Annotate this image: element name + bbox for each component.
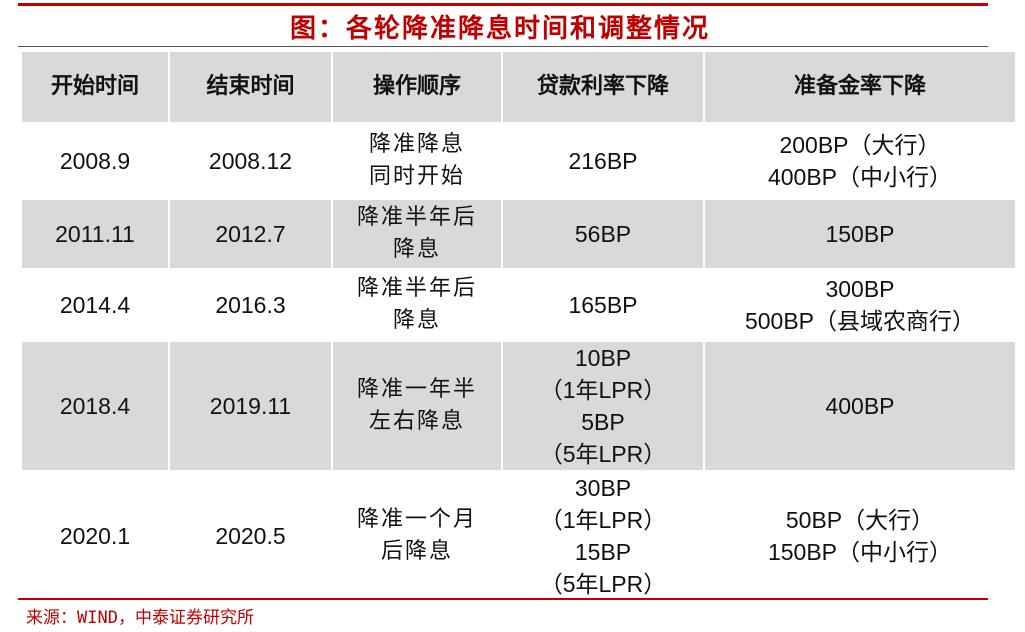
header-start-time: 开始时间 [20, 50, 170, 124]
header-operation-order: 操作顺序 [331, 50, 503, 124]
cell-end: 2019.11 [168, 340, 333, 472]
cell-loan-cut: 165BP [501, 268, 705, 342]
table-row: 2011.11 2012.7 降准半年后 降息 56BP 150BP [20, 198, 1017, 270]
cell-start: 2018.4 [20, 340, 170, 472]
cell-rrr-cut: 400BP [703, 340, 1017, 472]
cell-order: 降准降息 同时开始 [331, 122, 503, 200]
rate-cut-table: 开始时间 结束时间 操作顺序 贷款利率下降 准备金率下降 2008.9 2008… [20, 50, 1017, 602]
cell-order: 降准一个月 后降息 [331, 470, 503, 602]
cell-order: 降准一年半 左右降息 [331, 340, 503, 472]
source-note: 来源：WIND，中泰证券研究所 [26, 608, 254, 628]
cell-order: 降准半年后 降息 [331, 268, 503, 342]
cell-end: 2016.3 [168, 268, 333, 342]
cell-rrr-cut: 300BP 500BP（县域农商行） [703, 268, 1017, 342]
cell-end: 2012.7 [168, 198, 333, 270]
header-end-time: 结束时间 [168, 50, 333, 124]
top-rule [18, 3, 988, 6]
cell-loan-cut: 56BP [501, 198, 705, 270]
cell-start: 2020.1 [20, 470, 170, 602]
cell-loan-cut: 10BP （1年LPR） 5BP （5年LPR） [501, 340, 705, 472]
cell-start: 2014.4 [20, 268, 170, 342]
cell-end: 2008.12 [168, 122, 333, 200]
cell-rrr-cut: 200BP（大行） 400BP（中小行） [703, 122, 1017, 200]
cell-order: 降准半年后 降息 [331, 198, 503, 270]
header-rrr-cut: 准备金率下降 [703, 50, 1017, 124]
cell-loan-cut: 30BP （1年LPR） 15BP （5年LPR） [501, 470, 705, 602]
cell-loan-cut: 216BP [501, 122, 705, 200]
title-rule [18, 46, 988, 47]
table-row: 2014.4 2016.3 降准半年后 降息 165BP 300BP 500BP… [20, 268, 1017, 342]
page-title: 图：各轮降准降息时间和调整情况 [289, 14, 710, 44]
cell-rrr-cut: 150BP [703, 198, 1017, 270]
bottom-rule [18, 598, 988, 600]
table-row: 2020.1 2020.5 降准一个月 后降息 30BP （1年LPR） 15B… [20, 470, 1017, 602]
header-loan-rate-cut: 贷款利率下降 [501, 50, 705, 124]
cell-start: 2008.9 [20, 122, 170, 200]
table-row: 2008.9 2008.12 降准降息 同时开始 216BP 200BP（大行）… [20, 122, 1017, 200]
table-row: 2018.4 2019.11 降准一年半 左右降息 10BP （1年LPR） 5… [20, 340, 1017, 472]
cell-end: 2020.5 [168, 470, 333, 602]
table-header-row: 开始时间 结束时间 操作顺序 贷款利率下降 准备金率下降 [20, 50, 1017, 124]
cell-start: 2011.11 [20, 198, 170, 270]
cell-rrr-cut: 50BP（大行） 150BP（中小行） [703, 470, 1017, 602]
